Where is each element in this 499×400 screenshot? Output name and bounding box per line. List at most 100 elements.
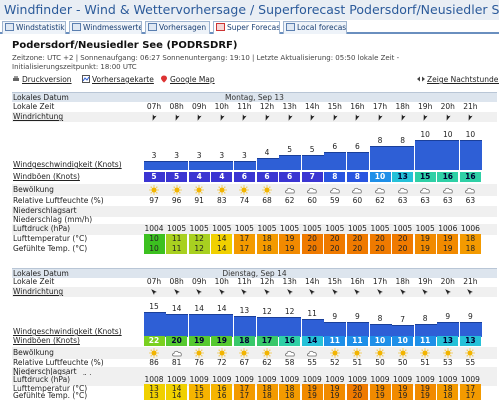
pressure-value: 1009 bbox=[212, 375, 232, 384]
humidity-value: 97 bbox=[149, 196, 159, 205]
feels-like-value: 19 bbox=[437, 244, 459, 254]
feels-like-value: 17 bbox=[459, 391, 481, 400]
show-night-link[interactable]: Zeige Nachtstunden bbox=[417, 75, 499, 84]
temperature-value: 16 bbox=[211, 384, 233, 394]
wind-direction-cell bbox=[375, 112, 397, 122]
feels-like-value: 18 bbox=[459, 244, 481, 254]
hour-cell: 14h bbox=[305, 277, 320, 286]
speed-label[interactable]: Windgeschwindigkeit (Knots) bbox=[13, 327, 122, 336]
humidity-value: 53 bbox=[443, 358, 453, 367]
pressure-value: 1006 bbox=[438, 224, 458, 233]
speed-bar bbox=[188, 161, 211, 170]
time-label: Lokale Zeit bbox=[13, 277, 55, 286]
sun-icon bbox=[239, 348, 249, 358]
cloud-cell bbox=[351, 348, 373, 358]
humidity-value: 67 bbox=[239, 358, 250, 367]
hour-cell: 08h bbox=[169, 277, 184, 286]
sun-icon bbox=[397, 348, 408, 358]
cloud-icon bbox=[284, 187, 295, 194]
gusts-label[interactable]: Windböen (Knots) bbox=[13, 336, 80, 345]
cloud-cell bbox=[329, 348, 351, 358]
gust-value: 10 bbox=[392, 336, 414, 346]
speed-bar bbox=[459, 322, 482, 337]
humidity-value: 74 bbox=[239, 196, 250, 205]
humidity-value: 51 bbox=[352, 358, 363, 367]
wind-arrow-icon bbox=[333, 114, 338, 121]
hour-cell: 13h bbox=[282, 102, 297, 111]
feels-like-value: 13 bbox=[143, 391, 165, 400]
humidity-value: 50 bbox=[397, 358, 408, 367]
forecast-map-link[interactable]: Vorhersagekarte bbox=[82, 75, 154, 84]
temperature-value: 17 bbox=[459, 384, 481, 394]
gust-value: 4 bbox=[211, 172, 233, 182]
speed-bar bbox=[188, 314, 211, 337]
print-link[interactable]: Druckversion bbox=[12, 75, 72, 84]
cloud-row: Bewölkung bbox=[12, 184, 497, 196]
precip-type-row: Niederschlagsart bbox=[12, 206, 497, 217]
wind-direction-cell bbox=[262, 287, 284, 297]
sun-icon bbox=[239, 185, 249, 195]
feels-like-value: 19 bbox=[324, 391, 346, 400]
cloud-cell bbox=[374, 348, 396, 358]
speed-value: 12 bbox=[262, 307, 272, 316]
humidity-value: 68 bbox=[262, 196, 272, 205]
wind-arrow-icon bbox=[241, 289, 248, 295]
tab-vorhersagen[interactable]: Vorhersagen bbox=[145, 21, 210, 34]
temperature-value: 20 bbox=[346, 384, 368, 394]
hour-cell: 09h bbox=[192, 102, 207, 111]
hour-cell: 20h bbox=[440, 277, 455, 286]
feels-like-value: 20 bbox=[346, 244, 368, 254]
google-map-link[interactable]: Google Map bbox=[160, 75, 215, 84]
speed-value: 4 bbox=[264, 148, 270, 157]
speed-value: 10 bbox=[465, 130, 476, 139]
speed-value: 11 bbox=[307, 309, 317, 318]
gust-value: 15 bbox=[414, 172, 436, 182]
feels-like-value: 19 bbox=[392, 391, 414, 400]
speed-label[interactable]: Windgeschwindigkeit (Knots) bbox=[13, 160, 122, 169]
humidity-value: 52 bbox=[330, 358, 340, 367]
tab-super-forecast[interactable]: Super Forecast bbox=[213, 21, 280, 34]
pressure-value: 1009 bbox=[167, 375, 187, 384]
direction-label[interactable]: Windrichtung bbox=[13, 287, 64, 296]
forecast-day-1: Lokales Datum Montag, Sep 13 Lokale Zeit 07… bbox=[12, 62, 497, 270]
tab-windstatistik[interactable]: Windstatistik bbox=[2, 21, 66, 34]
gusts-label[interactable]: Windböen (Knots) bbox=[13, 172, 80, 181]
feels-like-value: 19 bbox=[414, 244, 436, 254]
date-label: Lokales Datum bbox=[13, 93, 69, 102]
speed-bar bbox=[414, 140, 437, 170]
pressure-label: Luftdruck (hPa) bbox=[13, 224, 71, 233]
speed-bar bbox=[369, 146, 392, 170]
hour-cell: 15h bbox=[327, 277, 342, 286]
wind-direction-cell bbox=[443, 112, 465, 122]
temperature-value: 10 bbox=[143, 234, 165, 244]
speed-bar bbox=[414, 324, 437, 337]
humidity-value: 96 bbox=[171, 196, 182, 205]
tab-windmesswerte[interactable]: Windmesswerte bbox=[69, 21, 142, 34]
cloud-cell bbox=[148, 185, 170, 195]
speed-bar bbox=[256, 317, 279, 337]
speed-value: 5 bbox=[287, 145, 292, 154]
sun-icon bbox=[420, 348, 430, 358]
pressure-value: 1006 bbox=[460, 224, 480, 233]
gust-value: 10 bbox=[369, 336, 391, 346]
speed-bar bbox=[346, 322, 369, 337]
wind-arrow-icon bbox=[243, 114, 247, 121]
gust-value: 8 bbox=[324, 172, 346, 182]
wind-direction-cell bbox=[172, 287, 194, 297]
temperature-value: 20 bbox=[346, 234, 368, 244]
speed-bar bbox=[459, 140, 482, 170]
feels-like-value: 19 bbox=[301, 391, 323, 400]
wind-arrow-icon bbox=[444, 289, 451, 295]
tab-local-forecasts[interactable]: Local forecasts bbox=[283, 21, 347, 34]
sun-icon bbox=[217, 348, 227, 358]
speed-bar bbox=[392, 325, 415, 337]
wind-arrow-icon bbox=[265, 114, 270, 121]
wind-direction-cell bbox=[239, 112, 261, 122]
hour-cell: 15h bbox=[327, 102, 342, 111]
direction-label[interactable]: Windrichtung bbox=[13, 112, 64, 121]
humidity-value: 81 bbox=[171, 358, 182, 367]
humidity-value: 50 bbox=[375, 358, 385, 367]
cloud-cell bbox=[464, 185, 486, 195]
wind-arrow-icon bbox=[196, 289, 203, 295]
sun-icon bbox=[465, 348, 475, 358]
